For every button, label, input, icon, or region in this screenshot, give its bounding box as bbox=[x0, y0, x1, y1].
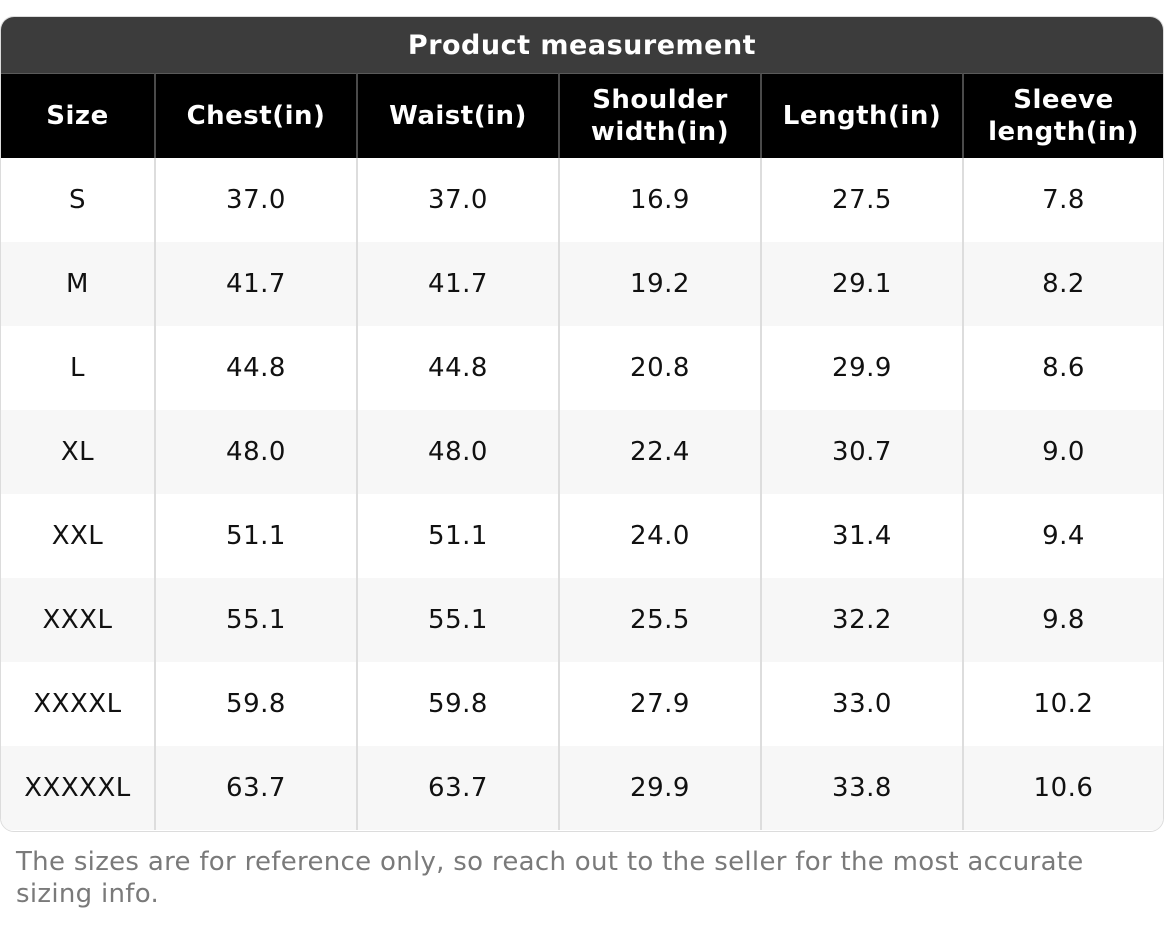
chest-cell: 55.1 bbox=[154, 578, 356, 662]
size-cell: L bbox=[70, 353, 85, 383]
length-cell: 33.8 bbox=[760, 746, 962, 830]
chest-cell: 44.8 bbox=[154, 326, 356, 410]
waist-cell: 48.0 bbox=[356, 410, 558, 494]
length-cell: 32.2 bbox=[760, 578, 962, 662]
waist-cell: 59.8 bbox=[356, 662, 558, 746]
column-header-chest: Chest(in) bbox=[154, 73, 356, 158]
chest-cell: 63.7 bbox=[154, 746, 356, 830]
waist-cell: 41.7 bbox=[356, 242, 558, 326]
chest-cell: 59.8 bbox=[154, 662, 356, 746]
column-header-sleeve-length: Sleeve length(in) bbox=[962, 73, 1163, 158]
sleeve-length-cell: 9.0 bbox=[962, 410, 1163, 494]
size-cell: XXXL bbox=[42, 605, 113, 635]
waist-cell: 51.1 bbox=[356, 494, 558, 578]
sleeve-length-cell: 8.6 bbox=[962, 326, 1163, 410]
table-row: XXL 51.1 51.1 24.0 31.4 9.4 bbox=[1, 494, 1163, 578]
chest-cell: 41.7 bbox=[154, 242, 356, 326]
sleeve-length-cell: 9.4 bbox=[962, 494, 1163, 578]
shoulder-width-cell: 24.0 bbox=[558, 494, 760, 578]
sleeve-length-cell: 9.8 bbox=[962, 578, 1163, 662]
length-cell: 27.5 bbox=[760, 158, 962, 242]
table-row: S 37.0 37.0 16.9 27.5 7.8 bbox=[1, 158, 1163, 242]
sleeve-length-cell: 8.2 bbox=[962, 242, 1163, 326]
table-row: L 44.8 44.8 20.8 29.9 8.6 bbox=[1, 326, 1163, 410]
table-row: XXXXXL 63.7 63.7 29.9 33.8 10.6 bbox=[1, 746, 1163, 830]
sleeve-length-cell: 10.6 bbox=[962, 746, 1163, 830]
column-header-length: Length(in) bbox=[760, 73, 962, 158]
size-cell: M bbox=[66, 269, 89, 299]
table-row: XL 48.0 48.0 22.4 30.7 9.0 bbox=[1, 410, 1163, 494]
shoulder-width-cell: 25.5 bbox=[558, 578, 760, 662]
column-header-waist: Waist(in) bbox=[356, 73, 558, 158]
shoulder-width-cell: 20.8 bbox=[558, 326, 760, 410]
chest-cell: 51.1 bbox=[154, 494, 356, 578]
length-cell: 29.1 bbox=[760, 242, 962, 326]
table-title: Product measurement bbox=[1, 17, 1163, 73]
length-cell: 31.4 bbox=[760, 494, 962, 578]
size-cell: S bbox=[68, 185, 86, 215]
size-cell: XXL bbox=[51, 521, 104, 551]
size-cell: XXXXXL bbox=[24, 773, 131, 803]
length-cell: 30.7 bbox=[760, 410, 962, 494]
table-row: XXXXL 59.8 59.8 27.9 33.0 10.2 bbox=[1, 662, 1163, 746]
table-row: XXXL 55.1 55.1 25.5 32.2 9.8 bbox=[1, 578, 1163, 662]
column-header-size: Size bbox=[1, 73, 154, 158]
size-cell: XXXXL bbox=[33, 689, 122, 719]
length-cell: 33.0 bbox=[760, 662, 962, 746]
shoulder-width-cell: 27.9 bbox=[558, 662, 760, 746]
waist-cell: 37.0 bbox=[356, 158, 558, 242]
waist-cell: 63.7 bbox=[356, 746, 558, 830]
shoulder-width-cell: 16.9 bbox=[558, 158, 760, 242]
measurement-table: Product measurement Size Chest(in) Waist… bbox=[0, 16, 1164, 832]
sleeve-length-cell: 7.8 bbox=[962, 158, 1163, 242]
chest-cell: 37.0 bbox=[154, 158, 356, 242]
waist-cell: 44.8 bbox=[356, 326, 558, 410]
sleeve-length-cell: 10.2 bbox=[962, 662, 1163, 746]
table-row: M 41.7 41.7 19.2 29.1 8.2 bbox=[1, 242, 1163, 326]
chest-cell: 48.0 bbox=[154, 410, 356, 494]
shoulder-width-cell: 29.9 bbox=[558, 746, 760, 830]
length-cell: 29.9 bbox=[760, 326, 962, 410]
size-cell: XL bbox=[60, 437, 95, 467]
column-header-shoulder-width: Shoulder width(in) bbox=[558, 73, 760, 158]
table-header-row: Size Chest(in) Waist(in) Shoulder width(… bbox=[1, 73, 1163, 158]
reference-disclaimer: The sizes are for reference only, so rea… bbox=[16, 847, 1084, 909]
shoulder-width-cell: 22.4 bbox=[558, 410, 760, 494]
shoulder-width-cell: 19.2 bbox=[558, 242, 760, 326]
waist-cell: 55.1 bbox=[356, 578, 558, 662]
